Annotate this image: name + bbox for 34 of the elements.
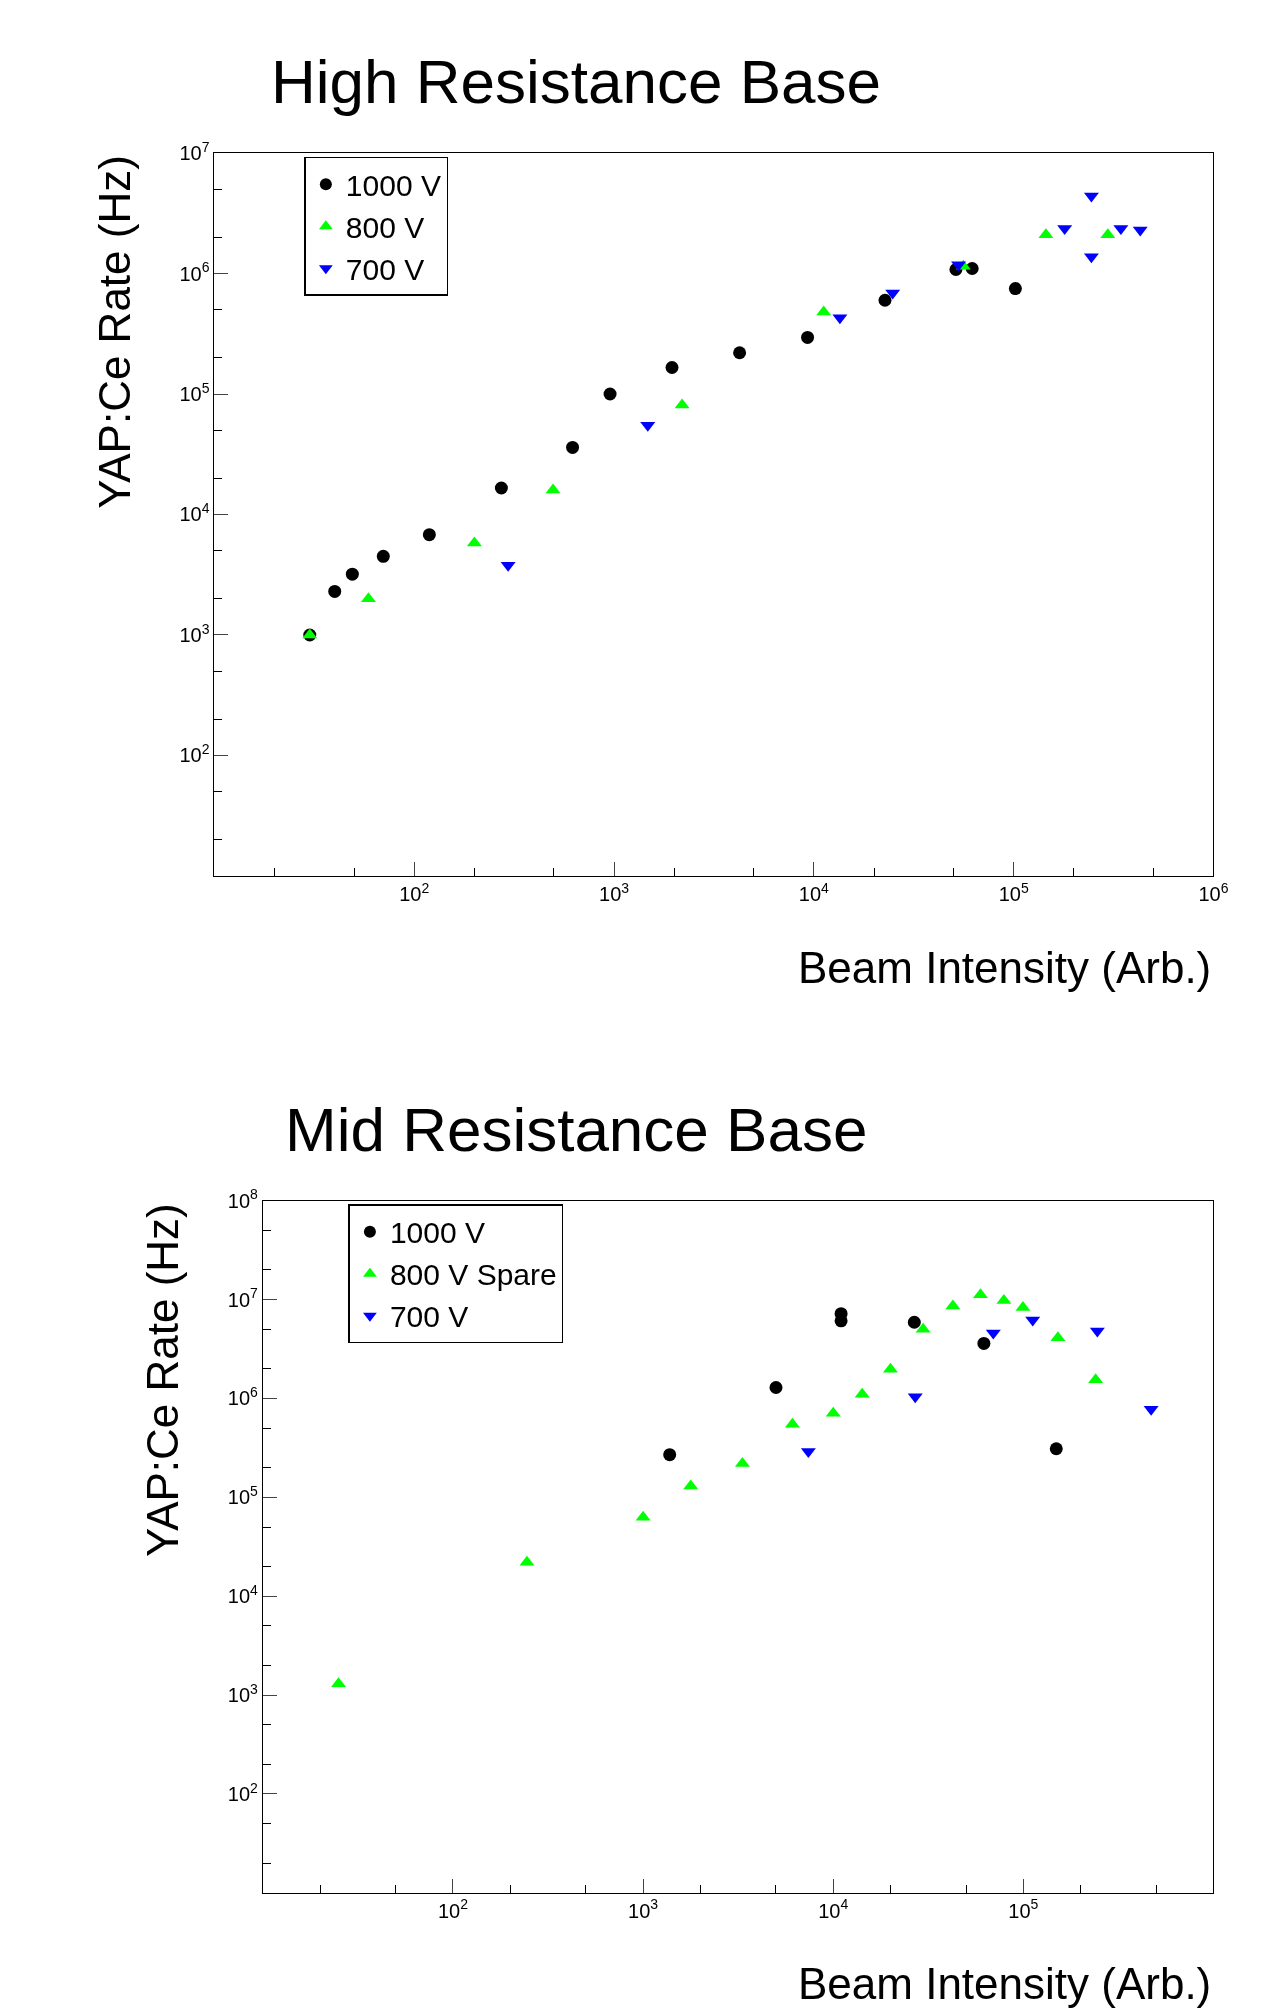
y-tick-label: 10$^{8}$ [227, 1186, 259, 1212]
chart-title: Mid Resistance Base [285, 1095, 868, 1164]
x-axis-title: Beam Intensity (Arb.) [798, 1959, 1212, 2008]
y-tick-label: 10$^{4}$ [179, 500, 210, 526]
y-tick-label: 10$^{6}$ [227, 1384, 259, 1410]
y-tick-label: 10$^{5}$ [179, 379, 210, 406]
x-tick-label: 10$^{3}$ [628, 1896, 659, 1922]
x-tick-label: 10$^{2}$ [437, 1896, 469, 1922]
x-tick-label: 10$^{4}$ [798, 879, 830, 905]
x-tick-label: 10$^{4}$ [818, 1896, 849, 1922]
y-tick-label: 10$^{7}$ [227, 1285, 259, 1311]
x-axis-title: Beam Intensity (Arb.) [798, 943, 1212, 992]
y-axis-title: YAP:Ce Rate (Hz) [137, 1203, 187, 1557]
y-tick-label: 10$^{3}$ [179, 620, 210, 646]
legend-label: 800 V [345, 210, 425, 244]
x-tick-label: 10$^{5}$ [998, 879, 1029, 905]
y-axis-title: YAP:Ce Rate (Hz) [89, 155, 139, 509]
legend-label: 1000 V [345, 168, 441, 202]
y-tick-label: 10$^{2}$ [179, 741, 210, 767]
legend-label: 700 V [389, 1300, 469, 1334]
y-tick-label: 10$^{7}$ [179, 138, 210, 165]
y-tick-label: 10$^{3}$ [227, 1680, 259, 1707]
x-tick-label: 10$^{6}$ [1198, 879, 1229, 905]
y-tick-label: 10$^{6}$ [179, 259, 210, 285]
x-tick-label: 10$^{2}$ [399, 879, 430, 905]
legend-label: 1000 V [389, 1216, 485, 1250]
x-tick-label: 10$^{3}$ [599, 879, 630, 905]
chart-title: High Resistance Base [271, 47, 881, 116]
x-tick-label: 10$^{5}$ [1008, 1896, 1039, 1922]
legend-label: 700 V [345, 252, 425, 286]
y-tick-label: 10$^{4}$ [227, 1581, 259, 1608]
y-tick-label: 10$^{2}$ [227, 1779, 259, 1805]
y-tick-label: 10$^{5}$ [227, 1482, 259, 1509]
legend-label: 800 V Spare [389, 1258, 557, 1292]
